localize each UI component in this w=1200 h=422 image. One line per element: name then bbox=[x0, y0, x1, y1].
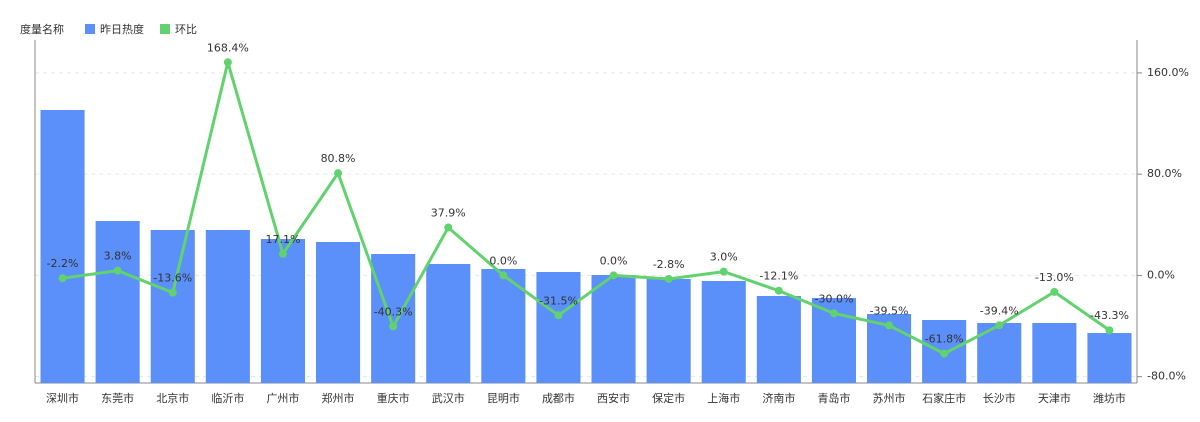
point bbox=[774, 286, 783, 295]
x-tick-label: 青岛市 bbox=[817, 391, 850, 405]
x-tick-label: 深圳市 bbox=[46, 391, 79, 405]
point bbox=[499, 271, 508, 280]
x-tick-label: 上海市 bbox=[707, 391, 740, 405]
value-label: -40.3% bbox=[374, 305, 413, 318]
y2-tick-label: 80.0% bbox=[1147, 167, 1182, 180]
value-label: -31.5% bbox=[539, 294, 578, 307]
point bbox=[940, 349, 949, 358]
bar bbox=[40, 110, 85, 383]
bar bbox=[95, 221, 140, 383]
value-label: -13.6% bbox=[153, 272, 192, 285]
value-label: 0.0% bbox=[489, 254, 517, 267]
value-label: -2.8% bbox=[653, 258, 685, 271]
point bbox=[334, 169, 343, 178]
legend-title: 度量名称 bbox=[20, 22, 64, 36]
bar bbox=[536, 272, 581, 383]
bar bbox=[756, 296, 801, 383]
value-label: -2.2% bbox=[47, 257, 79, 270]
point bbox=[885, 321, 894, 330]
y2-tick-label: 0.0% bbox=[1147, 268, 1175, 281]
value-label: 0.0% bbox=[600, 254, 628, 267]
bar bbox=[150, 230, 195, 383]
point bbox=[278, 249, 287, 258]
point bbox=[1050, 287, 1059, 296]
bar bbox=[260, 239, 305, 383]
x-tick-label: 昆明市 bbox=[487, 391, 520, 405]
x-tick-label: 临沂市 bbox=[211, 391, 244, 405]
point bbox=[664, 274, 673, 283]
x-tick-label: 苏州市 bbox=[873, 391, 906, 405]
bar bbox=[1032, 323, 1077, 383]
x-tick-label: 武汉市 bbox=[432, 391, 465, 405]
bar bbox=[316, 242, 361, 383]
x-tick-label: 成都市 bbox=[542, 391, 575, 405]
legend-label: 环比 bbox=[175, 23, 197, 36]
x-tick-label: 郑州市 bbox=[322, 391, 355, 405]
bar bbox=[205, 230, 250, 383]
y2-tick-label: -80.0% bbox=[1147, 370, 1186, 383]
value-label: -39.4% bbox=[980, 304, 1019, 317]
value-label: 80.8% bbox=[321, 152, 356, 165]
x-tick-label: 西安市 bbox=[597, 391, 630, 405]
bar bbox=[591, 275, 636, 383]
point bbox=[168, 288, 177, 297]
value-label: -61.8% bbox=[925, 333, 964, 346]
bar bbox=[646, 279, 691, 383]
point bbox=[113, 266, 122, 275]
point bbox=[389, 322, 398, 331]
point bbox=[609, 271, 618, 280]
legend-swatch bbox=[160, 24, 170, 34]
point bbox=[829, 309, 838, 318]
x-tick-label: 石家庄市 bbox=[922, 391, 966, 405]
bar bbox=[481, 269, 526, 383]
value-label: -12.1% bbox=[759, 270, 798, 283]
bar bbox=[371, 254, 416, 383]
y2-tick-label: 160.0% bbox=[1147, 66, 1189, 79]
point bbox=[223, 58, 232, 67]
point bbox=[995, 321, 1004, 330]
value-label: -30.0% bbox=[814, 292, 853, 305]
bar bbox=[701, 281, 746, 383]
point bbox=[1105, 326, 1114, 335]
value-label: -13.0% bbox=[1035, 271, 1074, 284]
value-label: 3.8% bbox=[104, 250, 132, 263]
x-tick-label: 济南市 bbox=[762, 391, 795, 405]
x-tick-label: 北京市 bbox=[156, 391, 189, 405]
value-label: -43.3% bbox=[1090, 309, 1129, 322]
bar bbox=[1087, 333, 1132, 383]
x-tick-label: 保定市 bbox=[652, 391, 685, 405]
value-label: 17.1% bbox=[265, 233, 300, 246]
value-label: 37.9% bbox=[431, 206, 466, 219]
x-tick-label: 长沙市 bbox=[983, 391, 1016, 405]
point bbox=[719, 267, 728, 276]
x-tick-label: 广州市 bbox=[266, 391, 299, 405]
x-tick-label: 潍坊市 bbox=[1093, 391, 1126, 405]
x-tick-label: 重庆市 bbox=[377, 391, 410, 405]
x-tick-label: 东莞市 bbox=[101, 391, 134, 405]
point bbox=[58, 274, 67, 283]
legend-swatch bbox=[85, 24, 95, 34]
value-label: 168.4% bbox=[207, 41, 249, 54]
line bbox=[62, 60, 1111, 356]
value-label: -39.5% bbox=[870, 304, 909, 317]
point bbox=[444, 223, 453, 232]
x-tick-label: 天津市 bbox=[1038, 391, 1071, 405]
legend-label: 昨日热度 bbox=[100, 22, 144, 36]
value-label: 3.0% bbox=[710, 251, 738, 264]
bar bbox=[426, 264, 471, 383]
point bbox=[554, 311, 563, 320]
